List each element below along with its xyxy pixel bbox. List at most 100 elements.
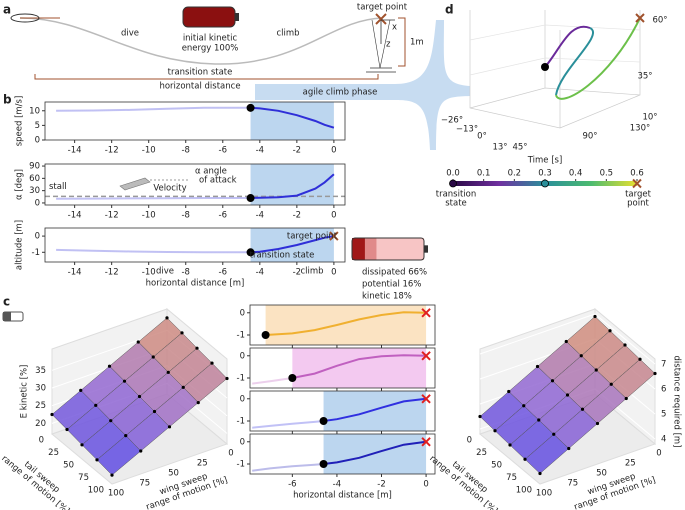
plot-frame bbox=[249, 347, 436, 389]
surface-point bbox=[80, 443, 84, 447]
battery-tip bbox=[424, 245, 428, 253]
trajectory-mid bbox=[555, 27, 594, 96]
label: target point bbox=[287, 232, 338, 242]
label: 25 bbox=[625, 459, 636, 469]
label: 0 bbox=[656, 449, 661, 459]
surface-point bbox=[638, 357, 642, 361]
plot-frame bbox=[249, 304, 436, 346]
label: -6 bbox=[288, 480, 296, 490]
end-marker bbox=[635, 13, 645, 23]
label: Time [s] bbox=[527, 156, 563, 166]
target-marker bbox=[375, 13, 387, 25]
surface-point bbox=[624, 396, 628, 401]
surface-point bbox=[580, 407, 585, 411]
glider-icon bbox=[10, 13, 40, 23]
surface-point bbox=[594, 368, 598, 372]
label: 75 bbox=[506, 473, 517, 483]
surface-point bbox=[567, 446, 571, 451]
plot-frame bbox=[249, 390, 436, 432]
label: climb bbox=[300, 267, 323, 277]
surface-point bbox=[136, 340, 140, 344]
label: x bbox=[392, 23, 397, 33]
label: 0 bbox=[331, 268, 336, 278]
label: -2 bbox=[293, 146, 301, 156]
label: α angle bbox=[195, 167, 227, 177]
label: -12 bbox=[105, 146, 119, 156]
label: potential 16% bbox=[362, 280, 421, 290]
label: -8 bbox=[181, 146, 189, 156]
label: range of motion [%] bbox=[0, 454, 71, 510]
label: a bbox=[3, 3, 11, 17]
surface-point bbox=[65, 427, 69, 432]
label: 0 bbox=[240, 351, 245, 361]
label: 0.3 bbox=[538, 169, 552, 179]
label: 0° bbox=[477, 132, 487, 142]
surface-point bbox=[166, 370, 170, 374]
label: c bbox=[3, 295, 10, 309]
label: 100 bbox=[516, 486, 532, 496]
label: dissipated 66% bbox=[362, 268, 427, 278]
surface-point bbox=[95, 458, 99, 462]
label: -1 bbox=[32, 248, 40, 258]
surface-point bbox=[94, 403, 98, 407]
label: 75 bbox=[78, 473, 89, 483]
label: climb bbox=[276, 29, 299, 39]
surface-point bbox=[535, 364, 540, 369]
label: stall bbox=[49, 182, 67, 192]
label: 6 bbox=[661, 385, 666, 395]
label: 0 bbox=[35, 136, 40, 146]
label: -2 bbox=[293, 268, 301, 278]
label: 25 bbox=[35, 401, 46, 411]
label: horizontal distance bbox=[159, 82, 240, 92]
label: point bbox=[627, 199, 649, 209]
label: -1 bbox=[237, 331, 245, 341]
time-marker bbox=[541, 179, 549, 188]
line bbox=[265, 311, 427, 336]
label: -4 bbox=[256, 268, 264, 278]
height-bracket bbox=[398, 17, 406, 67]
surface-point bbox=[565, 393, 570, 397]
label: 0 bbox=[39, 436, 44, 446]
surface-point bbox=[523, 457, 527, 461]
surface-point bbox=[508, 443, 512, 447]
label: 0.0 bbox=[446, 169, 460, 179]
surface-point bbox=[608, 329, 612, 333]
label: -8 bbox=[181, 268, 189, 278]
label: 75 bbox=[139, 479, 150, 489]
label: 0 bbox=[240, 308, 245, 318]
axes-sketch bbox=[366, 19, 396, 73]
label: dive bbox=[121, 29, 139, 39]
battery-tip bbox=[235, 13, 239, 21]
label: -1 bbox=[237, 374, 245, 384]
target-point bbox=[421, 394, 431, 404]
label: 50 bbox=[63, 461, 74, 471]
label: -6 bbox=[219, 268, 227, 278]
label: 90° bbox=[582, 132, 597, 142]
target-point bbox=[421, 308, 431, 318]
surface-point bbox=[110, 473, 114, 477]
label: target point bbox=[357, 3, 408, 13]
label: -2 bbox=[293, 211, 301, 221]
line bbox=[252, 397, 427, 429]
energy-segment bbox=[364, 238, 377, 260]
label: −26° bbox=[441, 116, 463, 126]
label: transition bbox=[436, 190, 477, 200]
label: 60 bbox=[29, 174, 40, 184]
agile-ribbon bbox=[255, 20, 470, 150]
label: 35° bbox=[637, 72, 652, 82]
label: distance required [m] bbox=[672, 356, 682, 448]
label: 50 bbox=[491, 461, 502, 471]
surface-point bbox=[50, 412, 54, 417]
label: 50 bbox=[168, 469, 179, 479]
label: -1 bbox=[237, 460, 245, 470]
label: 30 bbox=[35, 383, 46, 393]
label: altitude [m] bbox=[15, 220, 25, 270]
surface-point bbox=[137, 394, 142, 399]
surface-point bbox=[538, 471, 542, 476]
target-point bbox=[329, 231, 339, 241]
surface-point bbox=[195, 346, 199, 350]
line bbox=[252, 354, 427, 385]
label: -6 bbox=[219, 211, 227, 221]
label: speed [m/s] bbox=[15, 96, 25, 147]
surface-point bbox=[550, 379, 555, 383]
